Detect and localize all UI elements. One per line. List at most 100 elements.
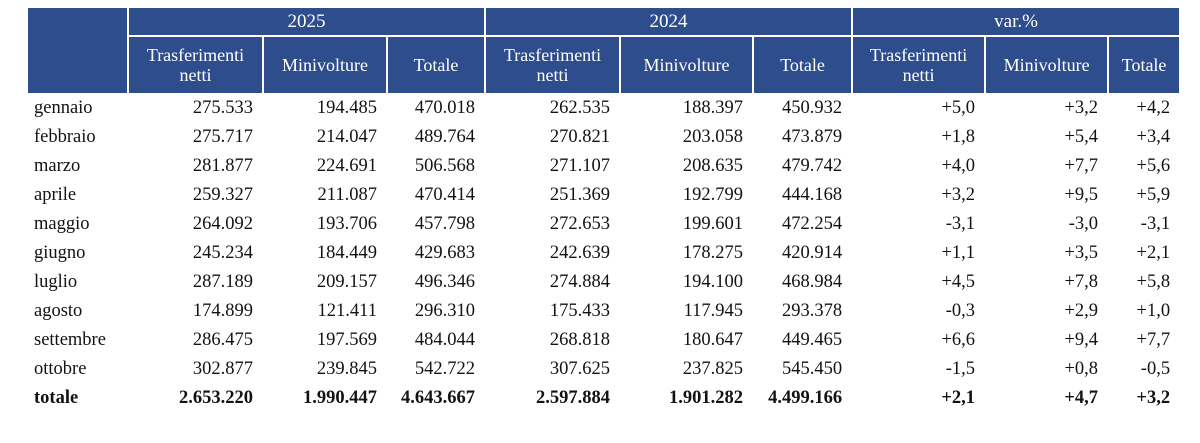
value-cell: 271.107 (549, 156, 611, 176)
value-cell: +9,5 (1064, 185, 1099, 205)
value-cell: 429.683 (414, 243, 476, 263)
table-header: 2025 2024 var.% Trasferimenti netti Minivol… (27, 7, 1181, 94)
value-cell: 450.932 (781, 98, 843, 118)
value-cell: 2.653.220 (179, 388, 253, 408)
subcolumn-header: Minivolture (985, 36, 1109, 94)
row-label: luglio (34, 272, 78, 292)
value-cell: +3,5 (1064, 243, 1099, 263)
value-cell: 1.990.447 (303, 388, 377, 408)
value-cell: +9,4 (1064, 330, 1099, 350)
value-cell: 203.058 (682, 127, 744, 147)
value-cell: +6,6 (941, 330, 976, 350)
table-row: maggio 264.092 193.706 457.798 272.653 199.60… (27, 210, 1180, 239)
value-cell: 194.485 (316, 98, 377, 118)
value-cell: 489.764 (414, 127, 476, 147)
value-cell: +1,1 (941, 243, 976, 263)
value-cell: 470.018 (414, 98, 476, 118)
value-cell: +5,8 (1136, 272, 1171, 292)
subcolumn-header: Totale (387, 36, 486, 94)
value-cell: 444.168 (781, 185, 843, 205)
value-cell: +0,8 (1064, 359, 1099, 379)
page: 2025 2024 var.% Trasferimenti netti Minivol… (27, 7, 1181, 413)
value-cell: 209.157 (316, 272, 377, 292)
value-cell: +5,6 (1136, 156, 1171, 176)
subcolumn-header: Trasferimenti netti (128, 36, 263, 94)
value-cell: 296.310 (414, 301, 476, 321)
value-cell: 188.397 (682, 98, 744, 118)
row-label: agosto (34, 301, 83, 321)
value-cell: 473.879 (781, 127, 843, 147)
value-cell: 184.449 (316, 243, 377, 263)
value-cell: -3,1 (945, 214, 976, 234)
value-cell: 286.475 (192, 330, 253, 350)
table-row: aprile 259.327 211.087 470.414 251.369 192.79… (27, 181, 1180, 210)
table-row: febbraio 275.717 214.047 489.764 270.821 203.… (27, 123, 1180, 152)
row-label: aprile (34, 185, 77, 205)
value-cell: +1,8 (941, 127, 976, 147)
value-cell: 193.706 (316, 214, 377, 234)
subcolumn-header: Totale (1108, 36, 1181, 94)
value-cell: 264.092 (192, 214, 253, 234)
value-cell: +2,1 (941, 388, 976, 408)
row-label: marzo (34, 156, 81, 176)
value-cell: 194.100 (682, 272, 744, 292)
value-cell: 281.877 (192, 156, 253, 176)
value-cell: 199.601 (682, 214, 744, 234)
value-cell: 484.044 (414, 330, 476, 350)
table-row: marzo 281.877 224.691 506.568 271.107 208.635… (27, 152, 1180, 181)
value-cell: +2,1 (1136, 243, 1171, 263)
value-cell: 121.411 (317, 301, 377, 321)
value-cell: +3,2 (941, 185, 976, 205)
value-cell: 239.845 (316, 359, 377, 379)
corner-cell (27, 7, 128, 94)
subcolumn-header: Minivolture (620, 36, 754, 94)
year-group-header: 2024 (485, 7, 853, 36)
value-cell: 420.914 (781, 243, 843, 263)
value-cell: +3,2 (1064, 98, 1099, 118)
value-cell: 270.821 (549, 127, 611, 147)
value-cell: 174.899 (192, 301, 253, 321)
value-cell: 2.597.884 (536, 388, 611, 408)
value-cell: -1,5 (945, 359, 976, 379)
row-label: maggio (34, 214, 90, 234)
table-row: ottobre 302.877 239.845 542.722 307.625 237.8… (27, 355, 1180, 384)
value-cell: 506.568 (414, 156, 476, 176)
value-cell: 275.717 (192, 127, 253, 147)
value-cell: 302.877 (192, 359, 253, 379)
value-cell: 468.984 (781, 272, 843, 292)
subcolumn-header: Trasferimenti netti (485, 36, 621, 94)
value-cell: 245.234 (192, 243, 253, 263)
value-cell: 268.818 (549, 330, 611, 350)
table-body: gennaio 275.533 194.485 470.018 262.535 188.3… (27, 94, 1180, 413)
value-cell: 237.825 (682, 359, 744, 379)
value-cell: 214.047 (316, 127, 377, 147)
value-cell: +7,8 (1064, 272, 1099, 292)
sub-header-row: Trasferimenti netti Minivolture Totale Tras… (27, 36, 1181, 94)
value-cell: 542.722 (414, 359, 476, 379)
value-cell: 4.643.667 (401, 388, 476, 408)
value-cell: 545.450 (781, 359, 843, 379)
value-cell: -0,3 (945, 301, 976, 321)
total-row: totale 2.653.220 1.990.447 4.643.667 2.597.8… (27, 384, 1180, 413)
value-cell: 251.369 (549, 185, 611, 205)
value-cell: 175.433 (549, 301, 611, 321)
value-cell: +1,0 (1136, 301, 1171, 321)
value-cell: 472.254 (781, 214, 843, 234)
row-label: febbraio (34, 127, 96, 147)
value-cell: +4,2 (1136, 98, 1171, 118)
table-row: agosto 174.899 121.411 296.310 175.433 117.94… (27, 297, 1180, 326)
transfers-by-month-table: 2025 2024 var.% Trasferimenti netti Minivol… (27, 7, 1181, 413)
value-cell: 307.625 (549, 359, 611, 379)
value-cell: 496.346 (414, 272, 476, 292)
value-cell: 197.569 (316, 330, 377, 350)
row-label: giugno (34, 243, 86, 263)
value-cell: 287.189 (192, 272, 253, 292)
value-cell: -3,0 (1068, 214, 1099, 234)
value-cell: 274.884 (549, 272, 611, 292)
value-cell: 208.635 (682, 156, 744, 176)
value-cell: +3,4 (1136, 127, 1171, 147)
row-label: ottobre (34, 359, 87, 379)
value-cell: +4,5 (941, 272, 976, 292)
value-cell: 449.465 (781, 330, 843, 350)
row-label: gennaio (34, 98, 93, 118)
